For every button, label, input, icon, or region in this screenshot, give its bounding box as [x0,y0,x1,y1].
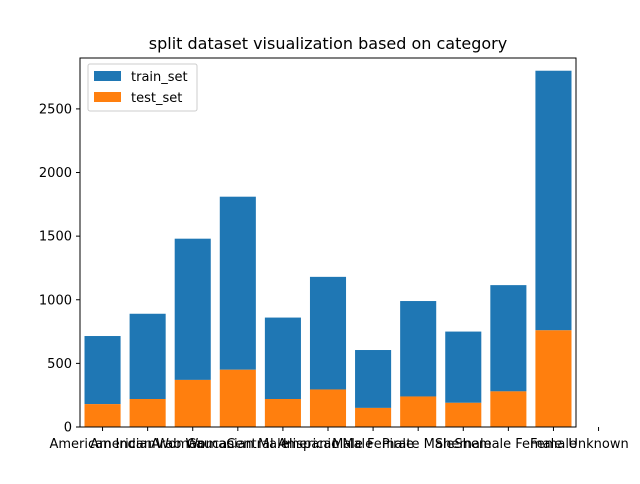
bar-test-set [219,369,256,427]
x-tick-label: American Woman [90,437,205,452]
x-tick-label: Hispanic Male [283,437,373,452]
bar-test-set [445,402,482,427]
x-tick-label: Arab Woman [151,437,235,452]
bar-train-set [400,301,437,397]
y-tick-label: 0 [64,421,72,436]
bar-train-set [129,313,166,400]
bar-train-set [264,317,301,400]
x-tick-label: Shemale Female [454,437,562,452]
bar-train-set [490,285,527,392]
x-tick-label: Unknown [568,437,628,452]
y-tick-label: 1500 [39,230,72,245]
x-tick-label: American Indian [49,437,155,452]
bar-test-set [490,391,527,427]
x-tick-label: Central American [226,437,339,452]
bar-train-set [174,238,211,380]
bar-test-set [535,330,572,427]
x-tick-label: Shemale [435,437,492,452]
y-tick-label: 500 [47,357,72,372]
bar-train-set [535,70,572,331]
y-tick-label: 2000 [39,166,72,181]
legend-label-train-set: train_set [131,70,188,85]
bar-train-set [445,331,482,403]
x-tick-label: Pirate Male [382,437,455,452]
bar-test-set [84,404,121,427]
bar-test-set [264,399,301,427]
legend-label-test-set: test_set [131,91,182,106]
bar-test-set [129,399,166,427]
bars-layer [84,70,572,427]
chart-title: split dataset visualization based on cat… [149,34,507,53]
legend: train_set test_set [87,63,198,112]
x-tick-label: Female [530,437,577,452]
bar-train-set [309,276,347,390]
x-tick-label: Caucasian Male [187,437,289,452]
bar-train-set [219,196,256,370]
bar-test-set [400,396,437,427]
y-tick-label: 1000 [39,293,72,308]
x-tick-label: Male Female [332,437,414,452]
legend-swatch-test-set [94,92,121,102]
bar-train-set [355,350,392,408]
bar-test-set [355,407,392,427]
bar-train-set [84,336,121,405]
bar-test-set [309,389,347,427]
axes-layer: 0 500 1000 1500 2000 2500 American IndianAmeri… [39,57,629,452]
legend-swatch-train-set [94,71,121,81]
y-tick-label: 2500 [39,102,72,117]
bar-test-set [174,379,211,427]
